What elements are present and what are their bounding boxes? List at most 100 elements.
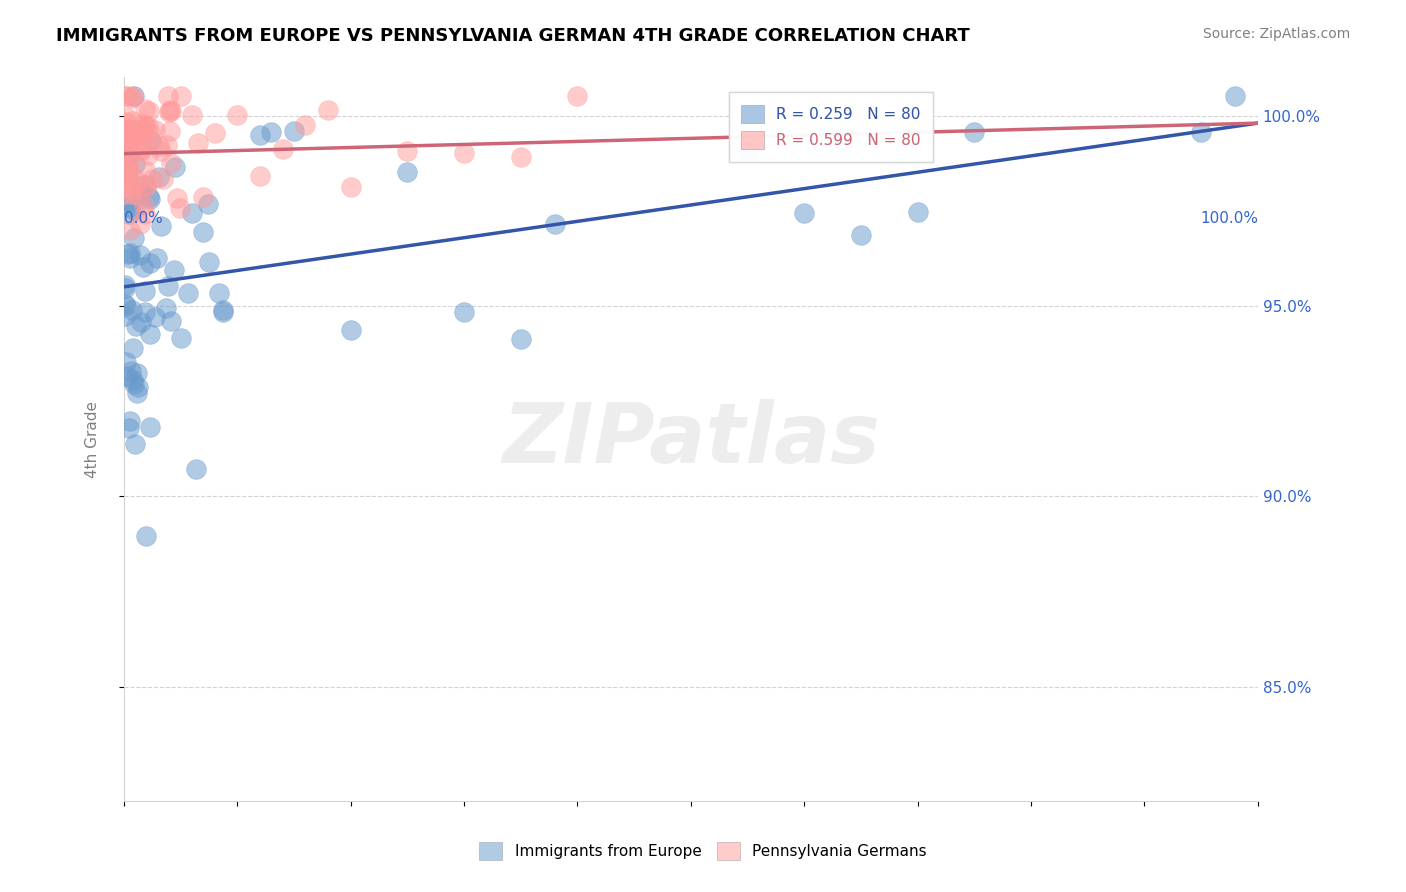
Point [169, 89, 191, 103]
Point [152, 172, 174, 186]
Point [124, 157, 146, 171]
Point [197, 197, 219, 211]
Point [135, 164, 157, 178]
Point [127, 380, 149, 394]
Point [294, 118, 316, 132]
Point [129, 247, 152, 261]
Point [118, 164, 141, 178]
Point [114, 296, 136, 310]
Point [134, 178, 156, 192]
Point [117, 121, 139, 136]
Point [132, 117, 155, 131]
Point [135, 179, 157, 194]
Point [129, 144, 152, 158]
Point [122, 230, 145, 244]
Point [157, 89, 180, 103]
Point [166, 191, 188, 205]
Point [122, 202, 145, 217]
Point [134, 102, 156, 116]
Point [139, 419, 162, 434]
Point [163, 263, 186, 277]
Point [134, 207, 156, 221]
Point [117, 156, 139, 170]
Point [128, 189, 150, 203]
Point [509, 150, 531, 164]
Point [132, 260, 155, 275]
Point [121, 113, 143, 128]
Point [114, 299, 136, 313]
Point [139, 326, 162, 341]
Point [793, 206, 815, 220]
Point [129, 217, 152, 231]
Point [118, 194, 141, 208]
Point [135, 137, 157, 152]
Point [135, 529, 157, 543]
Point [193, 190, 215, 204]
Point [121, 303, 143, 318]
Y-axis label: 4th Grade: 4th Grade [86, 401, 100, 477]
Point [339, 180, 361, 194]
Point [114, 281, 136, 295]
Point [114, 354, 136, 368]
Point [121, 182, 143, 196]
Point [271, 143, 294, 157]
Point [339, 323, 361, 337]
Point [156, 279, 179, 293]
Point [1223, 89, 1246, 103]
Point [129, 185, 152, 199]
Point [160, 103, 183, 118]
Point [114, 187, 136, 202]
Point [156, 137, 179, 152]
Text: 0.0%: 0.0% [124, 211, 163, 227]
Point [115, 125, 138, 139]
Point [120, 414, 142, 428]
Point [181, 206, 204, 220]
Point [122, 341, 145, 355]
Point [125, 366, 148, 380]
Point [131, 121, 153, 136]
Point [134, 120, 156, 134]
Point [122, 89, 145, 103]
Legend: R = 0.259   N = 80, R = 0.599   N = 80: R = 0.259 N = 80, R = 0.599 N = 80 [728, 92, 932, 161]
Point [155, 301, 177, 316]
Point [118, 154, 141, 169]
Point [122, 171, 145, 186]
Point [120, 122, 142, 136]
Point [121, 127, 143, 141]
Legend: Immigrants from Europe, Pennsylvania Germans: Immigrants from Europe, Pennsylvania Ger… [474, 836, 932, 866]
Point [129, 144, 152, 158]
Point [121, 187, 143, 202]
Point [143, 123, 166, 137]
Point [122, 178, 145, 193]
Point [249, 128, 271, 142]
Point [907, 205, 929, 219]
Point [115, 115, 138, 129]
Point [114, 144, 136, 158]
Point [114, 89, 136, 103]
Point [128, 135, 150, 149]
Point [122, 89, 145, 103]
Point [316, 103, 339, 117]
Point [115, 369, 138, 384]
Point [118, 223, 141, 237]
Point [115, 138, 138, 153]
Point [145, 251, 167, 265]
Point [159, 124, 181, 138]
Point [115, 169, 138, 184]
Point [114, 176, 136, 190]
Point [114, 110, 136, 124]
Point [204, 126, 226, 140]
Point [509, 332, 531, 346]
Point [125, 319, 148, 334]
Point [177, 286, 200, 301]
Point [143, 310, 166, 325]
Point [737, 145, 759, 159]
Point [260, 125, 283, 139]
Point [544, 217, 567, 231]
Point [157, 104, 180, 119]
Point [208, 286, 231, 301]
Point [115, 171, 138, 186]
Point [283, 123, 305, 137]
Point [122, 373, 145, 387]
Point [115, 163, 138, 178]
